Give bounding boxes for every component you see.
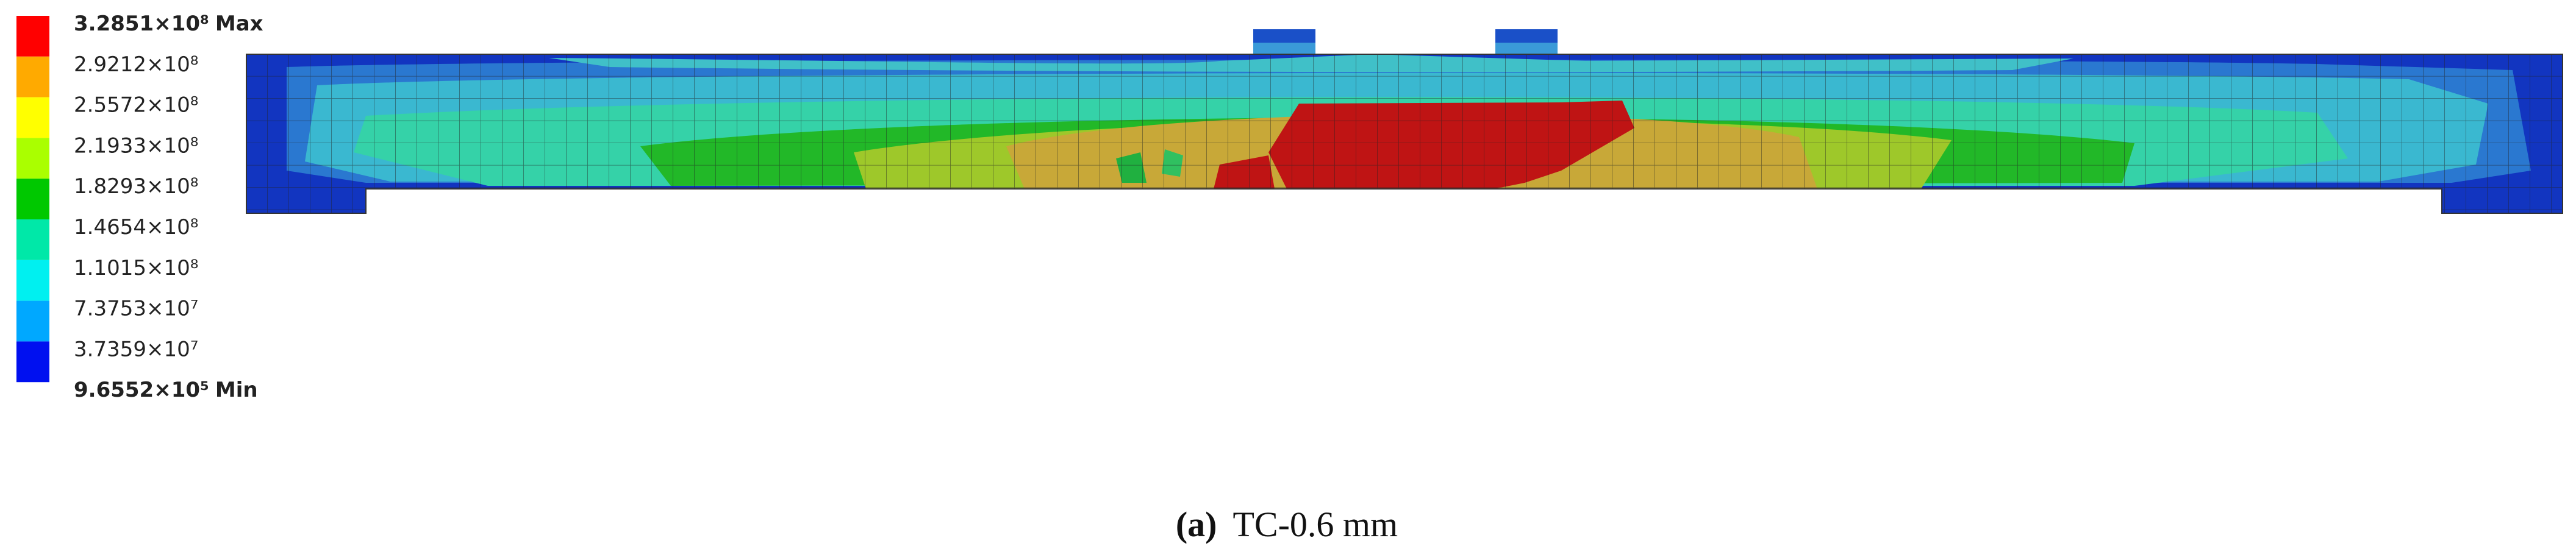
legend-swatch <box>16 56 49 97</box>
legend-value: 3.2851×10⁸ <box>74 12 209 36</box>
legend: 3.2851×10⁸ Max 2.9212×10⁸ 2.5572×10⁸ 2.1933×… <box>16 12 263 402</box>
legend-max: Max <box>215 12 263 36</box>
legend-swatch <box>16 341 49 383</box>
legend-label: 3.7359×10⁷ <box>74 337 198 361</box>
legend-label: 3.2851×10⁸ Max <box>74 12 263 36</box>
legend-swatch <box>16 97 49 138</box>
legend-label: 2.9212×10⁸ <box>74 52 198 76</box>
legend-value: 2.1933×10⁸ <box>74 133 198 158</box>
legend-value: 1.1015×10⁸ <box>74 255 198 280</box>
legend-label: 7.3753×10⁷ <box>74 296 198 321</box>
legend-value: 2.5572×10⁸ <box>74 93 198 117</box>
legend-value: 3.7359×10⁷ <box>74 337 198 361</box>
legend-label: 1.1015×10⁸ <box>74 255 198 280</box>
legend-value: 7.3753×10⁷ <box>74 296 198 321</box>
legend-value: 1.4654×10⁸ <box>74 215 198 239</box>
caption-text: TC-0.6 mm <box>1233 505 1398 544</box>
legend-swatch <box>16 300 49 342</box>
legend-label: 2.5572×10⁸ <box>74 93 198 117</box>
legend-label: 9.6552×10⁵ Min <box>74 378 258 402</box>
legend-min: Min <box>215 378 258 402</box>
legend-swatch <box>16 138 49 179</box>
legend-swatch <box>16 179 49 219</box>
legend-label: 2.1933×10⁸ <box>74 133 198 158</box>
caption: (a) TC-0.6 mm <box>1176 505 1398 544</box>
legend-label: 1.8293×10⁸ <box>74 174 198 199</box>
legend-value: 9.6552×10⁵ <box>74 378 209 402</box>
legend-swatch <box>16 260 49 301</box>
legend-label: 1.4654×10⁸ <box>74 215 198 239</box>
beam-contour <box>246 29 2563 214</box>
legend-swatch <box>16 219 49 260</box>
legend-value: 2.9212×10⁸ <box>74 52 198 76</box>
legend-swatch <box>16 16 49 57</box>
caption-label: (a) <box>1176 505 1217 544</box>
legend-value: 1.8293×10⁸ <box>74 174 198 199</box>
